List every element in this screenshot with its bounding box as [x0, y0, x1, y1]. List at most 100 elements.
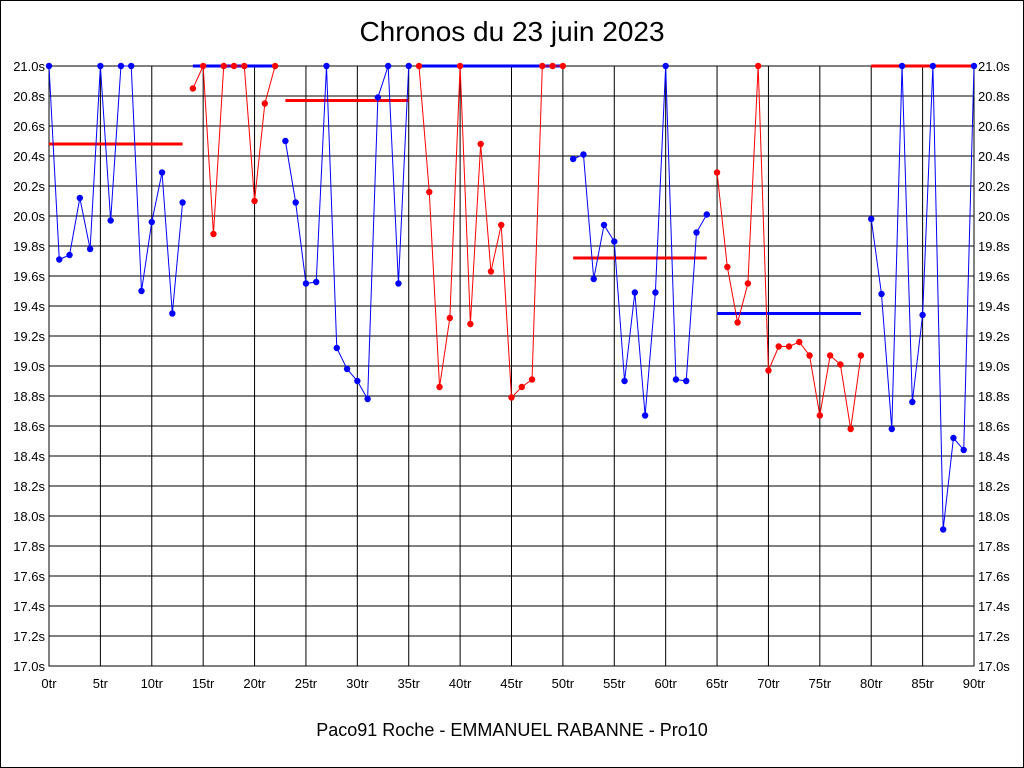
data-point: [158, 169, 166, 176]
data-point: [683, 377, 690, 385]
data-point: [919, 311, 926, 319]
y-tick-label-left: 19.0s: [13, 359, 45, 374]
x-tick-label: 70tr: [757, 676, 780, 691]
data-point: [909, 398, 916, 406]
data-point: [456, 62, 464, 70]
data-point: [508, 394, 515, 401]
x-tick-label: 90tr: [963, 676, 986, 691]
data-point: [446, 314, 454, 322]
data-point: [343, 365, 351, 373]
data-point: [333, 344, 340, 352]
y-tick-label-right: 21.0s: [978, 59, 1010, 74]
y-tick-label-left: 19.8s: [13, 239, 45, 254]
y-tick-label-left: 18.8s: [13, 389, 45, 404]
data-point: [641, 412, 649, 419]
y-tick-label-left: 18.2s: [13, 479, 45, 494]
data-point: [467, 320, 474, 328]
y-tick-label-left: 21.0s: [13, 59, 45, 74]
y-tick-label-right: 17.8s: [978, 539, 1010, 554]
y-tick-label-right: 18.0s: [978, 509, 1010, 524]
y-tick-label-left: 20.4s: [13, 149, 45, 164]
data-point: [189, 85, 197, 92]
y-tick-label-left: 17.2s: [13, 629, 45, 644]
data-point: [477, 140, 484, 148]
data-point: [354, 377, 361, 385]
y-tick-label-right: 19.2s: [978, 329, 1010, 344]
data-point: [220, 62, 227, 70]
data-point: [138, 287, 145, 295]
data-point: [898, 62, 906, 70]
data-point: [806, 352, 813, 359]
y-tick-label-left: 17.4s: [13, 599, 45, 614]
data-point: [210, 230, 217, 238]
data-point: [724, 263, 731, 271]
x-tick-label: 25tr: [295, 676, 318, 691]
data-point: [754, 62, 762, 70]
x-tick-label: 60tr: [654, 676, 677, 691]
data-point: [744, 280, 752, 287]
data-point: [374, 94, 382, 101]
x-tick-label: 5tr: [93, 676, 109, 691]
chart-footer: Paco91 Roche - EMMANUEL RABANNE - Pro10: [316, 720, 708, 740]
data-point: [580, 151, 587, 158]
y-tick-label-right: 17.2s: [978, 629, 1010, 644]
data-point: [960, 446, 967, 454]
data-point: [97, 62, 104, 70]
data-point: [364, 395, 371, 403]
data-point: [549, 62, 556, 70]
data-point: [261, 100, 269, 107]
data-point: [693, 229, 700, 236]
y-tick-label-left: 19.4s: [13, 299, 45, 314]
y-tick-label-left: 20.0s: [13, 209, 45, 224]
data-point: [282, 137, 289, 145]
data-point: [672, 376, 680, 383]
y-tick-label-left: 17.0s: [13, 659, 45, 674]
data-point: [292, 199, 299, 206]
y-tick-label-left: 18.0s: [13, 509, 45, 524]
y-tick-label-right: 20.6s: [978, 119, 1010, 134]
y-tick-label-left: 20.6s: [13, 119, 45, 134]
data-point: [785, 343, 793, 350]
data-point: [950, 434, 957, 442]
data-point: [148, 218, 155, 226]
data-point: [868, 215, 875, 223]
y-tick-label-left: 19.6s: [13, 269, 45, 284]
data-point: [169, 310, 176, 317]
x-tick-label: 75tr: [809, 676, 832, 691]
x-tick-label: 85tr: [911, 676, 934, 691]
data-point: [600, 221, 608, 229]
data-point: [179, 199, 186, 206]
y-tick-label-right: 20.8s: [978, 89, 1010, 104]
data-point: [713, 169, 721, 176]
data-point: [323, 62, 330, 70]
y-tick-label-left: 20.2s: [13, 179, 45, 194]
y-tick-label-right: 17.0s: [978, 659, 1010, 674]
data-point: [230, 62, 238, 70]
y-tick-label-right: 18.6s: [978, 419, 1010, 434]
data-point: [117, 62, 125, 70]
data-point: [652, 289, 659, 296]
data-point: [569, 155, 577, 163]
y-tick-label-left: 20.8s: [13, 89, 45, 104]
x-tick-label: 45tr: [500, 676, 523, 691]
data-point: [765, 367, 772, 374]
y-tick-label-right: 20.0s: [978, 209, 1010, 224]
data-point: [929, 62, 937, 70]
data-point: [847, 425, 854, 433]
y-tick-label-left: 19.2s: [13, 329, 45, 344]
data-point: [107, 217, 114, 224]
data-point: [56, 256, 63, 263]
data-point: [76, 194, 84, 202]
y-tick-label-right: 18.2s: [978, 479, 1010, 494]
y-tick-label-left: 17.6s: [13, 569, 45, 584]
data-point: [611, 238, 618, 245]
data-point: [271, 62, 279, 70]
data-point: [631, 289, 639, 296]
data-point: [590, 275, 597, 283]
data-point: [426, 188, 433, 196]
data-point: [436, 383, 443, 391]
x-tick-label: 65tr: [706, 676, 729, 691]
x-tick-label: 35tr: [398, 676, 421, 691]
x-tick-label: 15tr: [192, 676, 215, 691]
